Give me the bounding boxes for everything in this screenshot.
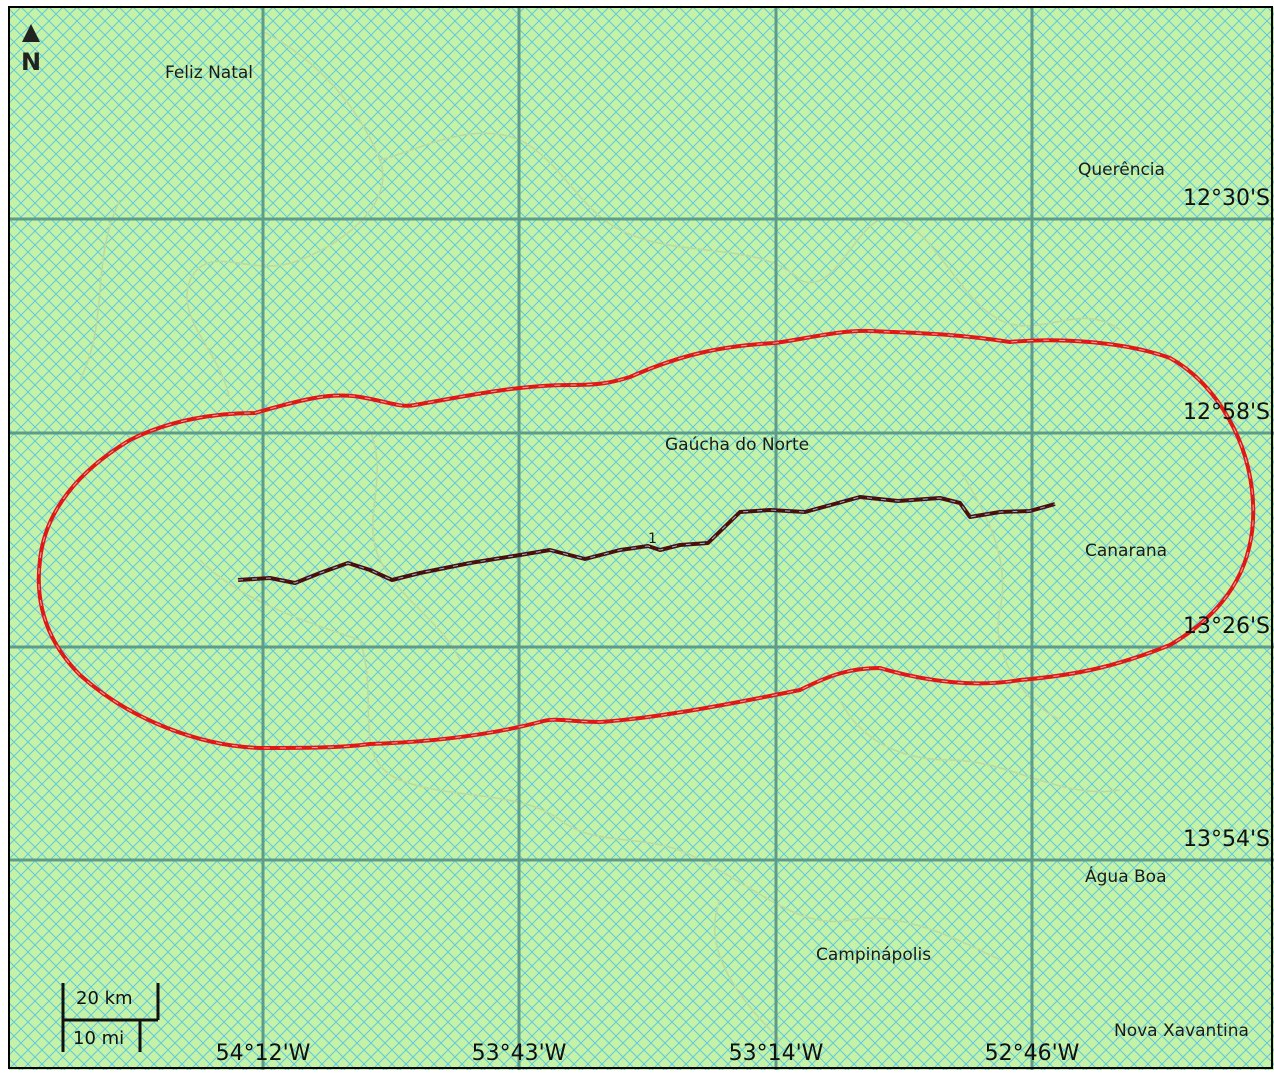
latitude-label: 13°26'S [1183, 614, 1270, 639]
north-arrow-icon: N [21, 24, 41, 76]
place-gaucha-do-norte: Gaúcha do Norte [665, 435, 809, 455]
place-querencia: Querência [1078, 160, 1165, 180]
route-label: 1 [648, 531, 657, 547]
scale-bar: 20 km 10 mi [61, 983, 160, 1052]
municipal-boundaries [79, 29, 1121, 1041]
scale-bar-mi-label: 10 mi [73, 1028, 124, 1049]
longitude-label: 53°43'W [472, 1041, 567, 1066]
longitude-label: 53°14'W [729, 1041, 824, 1066]
map-frame [8, 6, 1273, 1069]
place-agua-boa: Água Boa [1085, 865, 1167, 887]
north-arrow-label: N [21, 48, 41, 76]
hatch-overlay [9, 7, 1274, 1070]
latitude-label: 12°58'S [1183, 400, 1270, 425]
place-feliz-natal: Feliz Natal [165, 63, 253, 83]
place-nova-xavantina: Nova Xavantina [1114, 1021, 1249, 1041]
scale-bar-km-label: 20 km [76, 988, 133, 1009]
buffer-outline [36, 328, 1256, 751]
route-line[interactable] [237, 495, 1056, 585]
longitude-label: 54°12'W [216, 1041, 311, 1066]
place-campinapolis: Campinápolis [816, 945, 931, 965]
latitude-label: 12°30'S [1183, 186, 1270, 211]
graticule [9, 7, 1274, 1070]
place-canarana: Canarana [1085, 541, 1167, 561]
longitude-label: 52°46'W [985, 1041, 1080, 1066]
latitude-label: 13°54'S [1183, 827, 1270, 852]
